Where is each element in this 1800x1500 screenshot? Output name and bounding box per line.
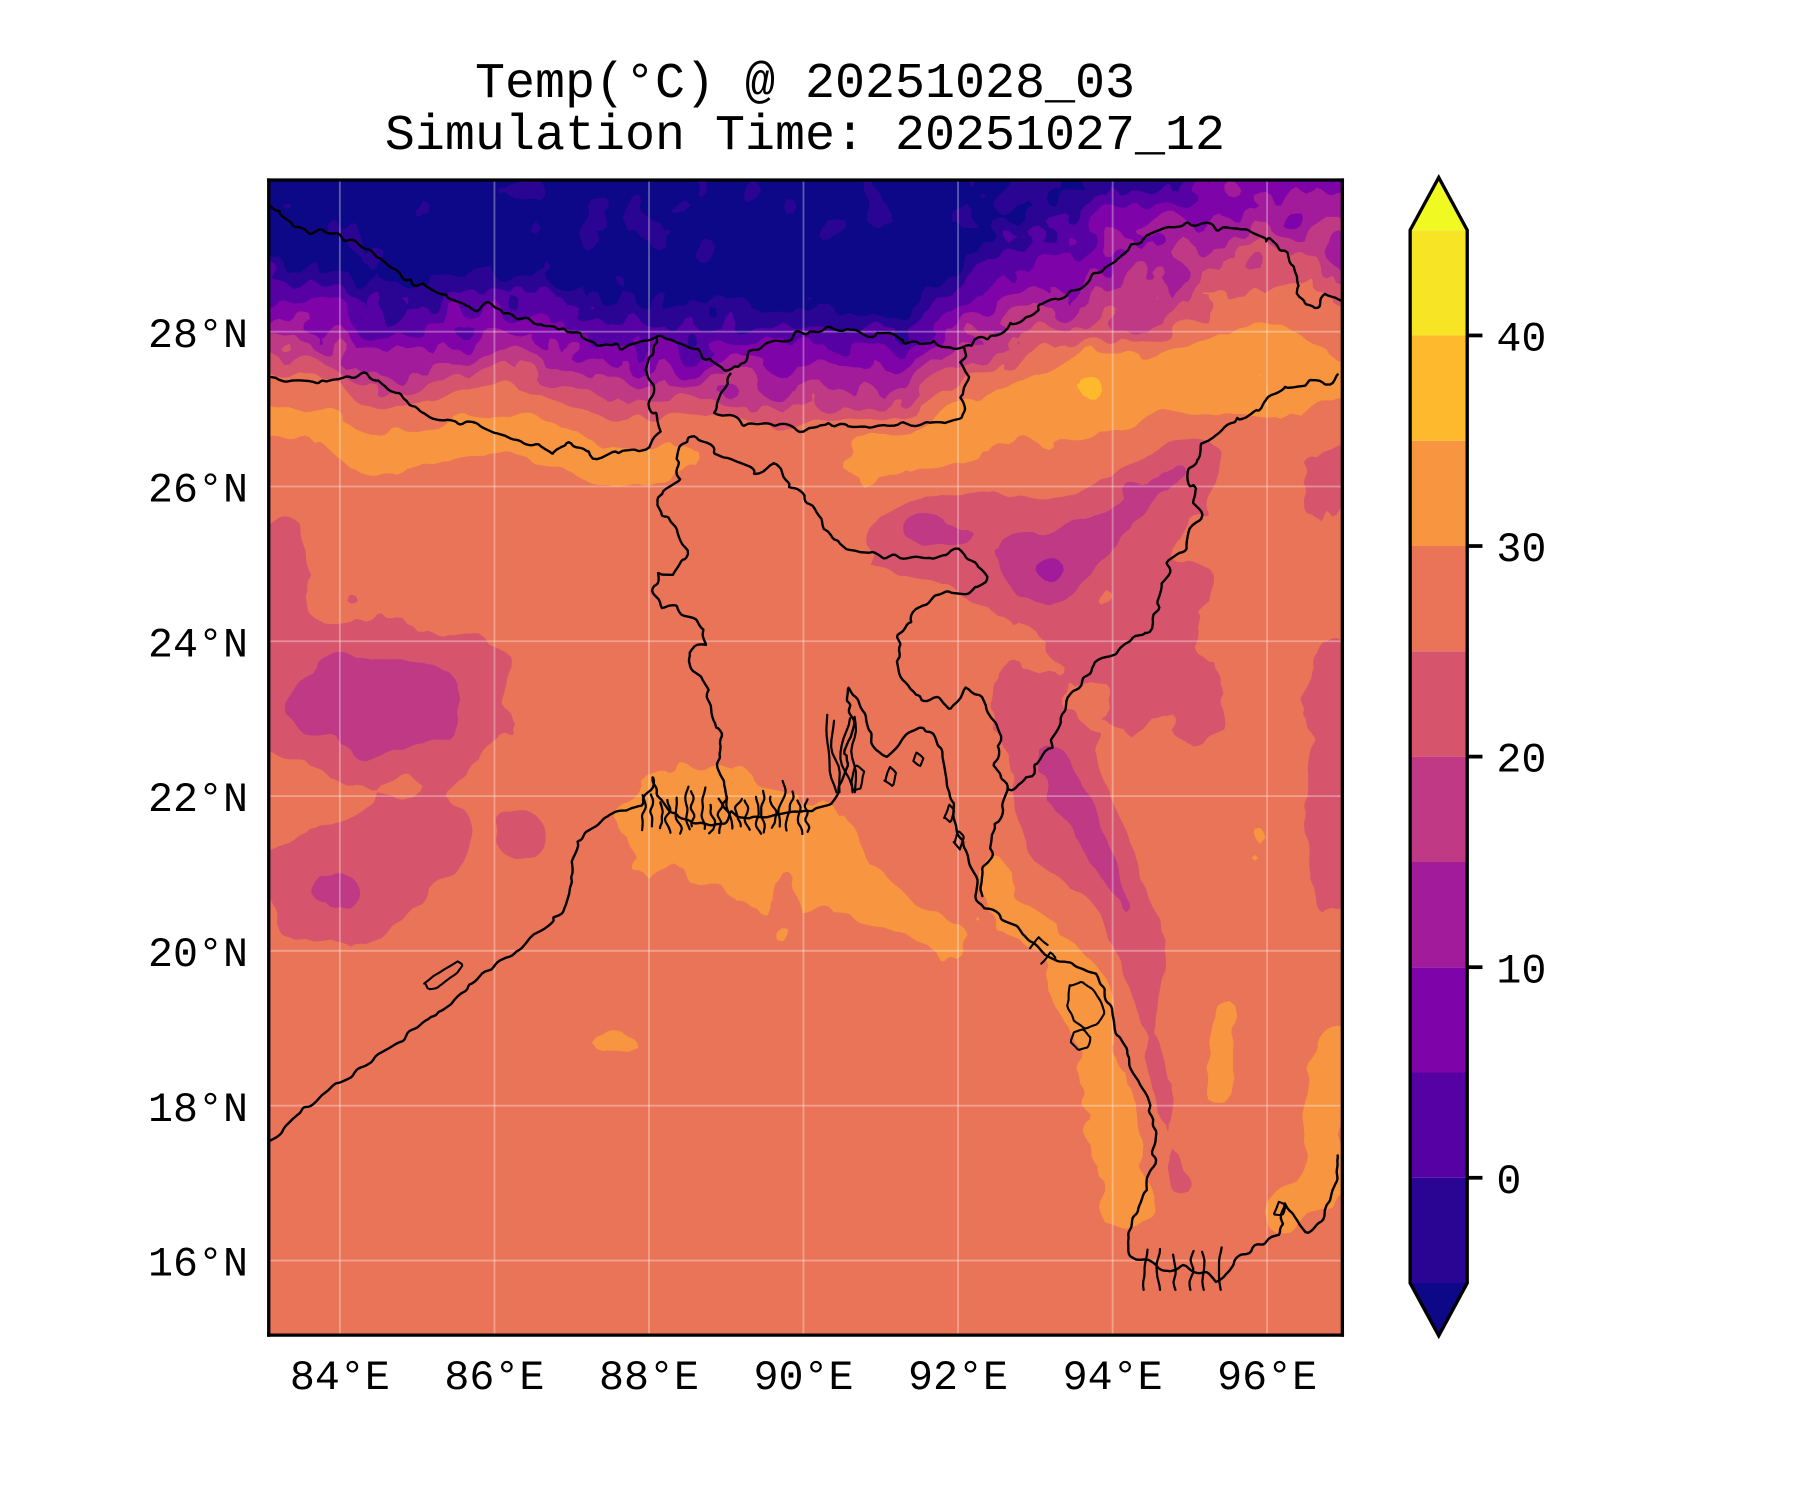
svg-text:94°E: 94°E [1063, 1354, 1163, 1402]
svg-text:96°E: 96°E [1217, 1354, 1317, 1402]
svg-text:20: 20 [1496, 737, 1546, 785]
svg-text:24°N: 24°N [148, 621, 248, 669]
svg-text:18°N: 18°N [148, 1086, 248, 1134]
svg-text:20°N: 20°N [148, 931, 248, 979]
svg-text:22°N: 22°N [148, 776, 248, 824]
svg-text:Temp(°C) @ 20251028_03: Temp(°C) @ 20251028_03 [475, 56, 1135, 113]
svg-text:28°N: 28°N [148, 312, 248, 360]
svg-text:92°E: 92°E [908, 1354, 1008, 1402]
svg-text:88°E: 88°E [599, 1354, 699, 1402]
svg-text:Simulation Time: 20251027_12: Simulation Time: 20251027_12 [385, 108, 1225, 165]
svg-text:84°E: 84°E [290, 1354, 390, 1402]
svg-text:26°N: 26°N [148, 467, 248, 515]
svg-text:40: 40 [1496, 316, 1546, 364]
svg-text:10: 10 [1496, 947, 1546, 995]
svg-text:16°N: 16°N [148, 1241, 248, 1289]
svg-text:86°E: 86°E [444, 1354, 544, 1402]
svg-text:0: 0 [1496, 1158, 1521, 1206]
svg-text:90°E: 90°E [754, 1354, 854, 1402]
svg-text:30: 30 [1496, 526, 1546, 574]
